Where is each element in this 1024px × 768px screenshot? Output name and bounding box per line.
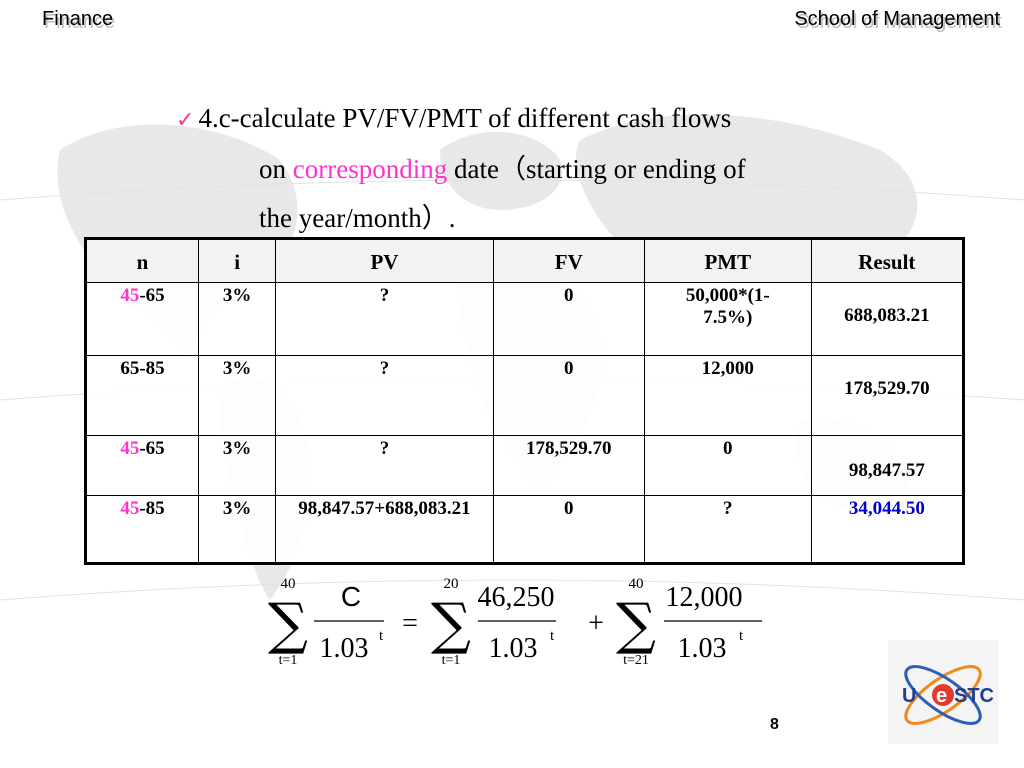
- cell-result-final: 34,044.50: [810, 495, 965, 564]
- page-number: 8: [770, 716, 779, 733]
- sum3-upper-limit: 40: [629, 576, 644, 592]
- cell-pv: 98,847.57+688,083.21: [275, 495, 494, 564]
- cell-n: 45-65: [85, 435, 199, 496]
- cell-pmt: ?: [643, 495, 812, 564]
- cash-flow-table: n i PV FV PMT Result 45-65 3% ? 0 50,000…: [84, 237, 965, 565]
- col-header-pmt: PMT: [643, 238, 812, 283]
- cell-fv: 0: [492, 282, 645, 356]
- cell-pv: ?: [275, 435, 494, 496]
- cell-n: 45-85: [85, 495, 199, 564]
- cell-result: 688,083.21: [810, 282, 965, 356]
- term3-numerator: 12,000: [666, 582, 743, 613]
- cell-pv: ?: [275, 282, 494, 356]
- svg-text:e: e: [936, 685, 947, 707]
- col-header-i: i: [197, 238, 277, 283]
- term3-denominator: 1.03: [678, 633, 727, 664]
- annuity-formula: 40 ∑ t=1 C 1.03 t = 20 ∑ t=1 46,250 1.03…: [268, 576, 762, 668]
- summation-icon: ∑: [431, 592, 471, 657]
- cell-n: 65-85: [85, 355, 199, 436]
- col-header-n: n: [85, 238, 199, 283]
- svg-text:U: U: [902, 685, 916, 707]
- bullet-line-1: ✓ 4.c-calculate PV/FV/PMT of different ca…: [176, 94, 746, 145]
- uestc-logo: U e STC: [888, 640, 998, 744]
- term1-exponent: t: [379, 628, 384, 644]
- col-header-result: Result: [810, 238, 965, 283]
- sum3-lower-limit: t=21: [623, 653, 649, 668]
- cell-pmt: 0: [643, 435, 812, 496]
- cell-pmt: 50,000*(1-7.5%): [643, 282, 812, 356]
- bullet-text-2-prefix: on: [259, 154, 293, 184]
- bullet-point: ✓ 4.c-calculate PV/FV/PMT of different ca…: [176, 94, 746, 243]
- header-course-title: Finance: [42, 8, 114, 30]
- sum1-lower-limit: t=1: [279, 653, 298, 668]
- checkmark-icon: ✓: [176, 108, 195, 133]
- cell-pmt: 12,000: [643, 355, 812, 436]
- term2-denominator: 1.03: [489, 633, 538, 664]
- cell-fv: 0: [492, 495, 645, 564]
- bullet-text-1: 4.c-calculate PV/FV/PMT of different cas…: [198, 103, 732, 133]
- table-row: 45-85 3% 98,847.57+688,083.21 0 ? 34,044…: [85, 495, 965, 564]
- term3-exponent: t: [739, 628, 744, 644]
- term1-numerator: C: [341, 581, 361, 612]
- table-row: 45-65 3% ? 0 50,000*(1-7.5%) 688,083.21: [85, 282, 965, 356]
- table-row: 65-85 3% ? 0 12,000 178,529.70: [85, 355, 965, 436]
- table-row: 45-65 3% ? 178,529.70 0 98,847.57: [85, 435, 965, 496]
- header-school-name: School of Management: [794, 8, 1000, 30]
- cell-i: 3%: [197, 355, 277, 436]
- cell-result: 98,847.57: [810, 435, 965, 496]
- equals-sign: =: [402, 608, 418, 639]
- cell-i: 3%: [197, 495, 277, 564]
- cell-n: 45-65: [85, 282, 199, 356]
- sum2-lower-limit: t=1: [442, 653, 461, 668]
- cell-result: 178,529.70: [810, 355, 965, 436]
- bullet-text-2-suffix: date（starting or ending of: [447, 154, 746, 184]
- cell-pv: ?: [275, 355, 494, 436]
- summation-icon: ∑: [268, 592, 308, 657]
- bullet-line-2: on corresponding date（starting or ending…: [176, 145, 746, 194]
- term2-numerator: 46,250: [478, 582, 555, 613]
- sum1-upper-limit: 40: [281, 576, 296, 592]
- cell-fv: 178,529.70: [492, 435, 645, 496]
- term1-denominator: 1.03: [320, 633, 369, 664]
- bullet-line-3: the year/month）.: [259, 203, 456, 233]
- cell-i: 3%: [197, 282, 277, 356]
- col-header-fv: FV: [492, 238, 645, 283]
- highlight-word: corresponding: [292, 154, 448, 184]
- summation-icon: ∑: [616, 592, 656, 657]
- cell-fv: 0: [492, 355, 645, 436]
- sum2-upper-limit: 20: [444, 576, 459, 592]
- cell-i: 3%: [197, 435, 277, 496]
- svg-text:STC: STC: [954, 685, 994, 707]
- table-header-row: n i PV FV PMT Result: [85, 238, 965, 283]
- term2-exponent: t: [550, 628, 555, 644]
- plus-sign: +: [588, 608, 604, 639]
- col-header-pv: PV: [275, 238, 494, 283]
